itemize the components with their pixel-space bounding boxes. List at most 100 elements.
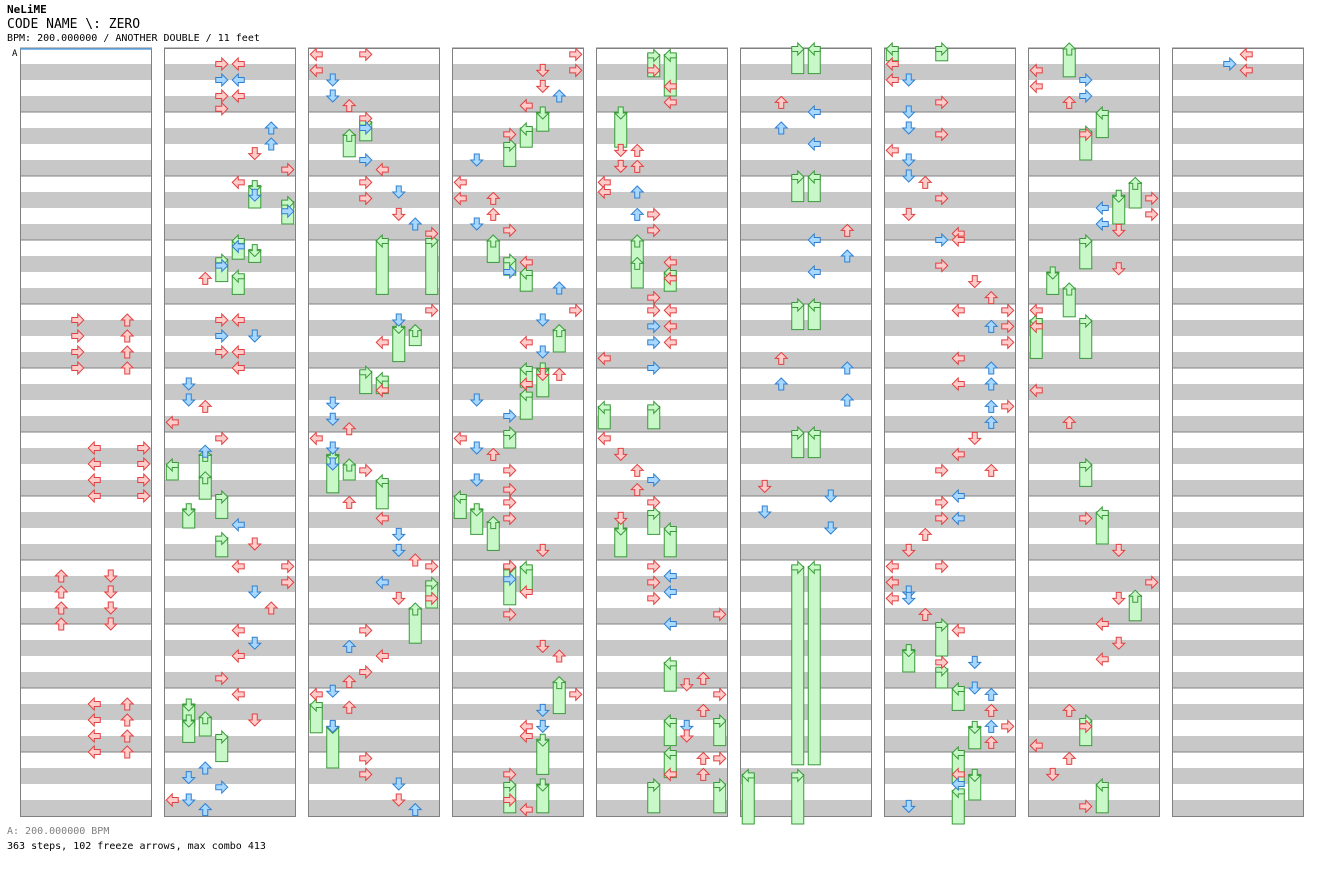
red-arrow-icon (935, 511, 949, 526)
measure-stripe (596, 336, 728, 352)
measure-stripe (596, 480, 728, 496)
measure-stripe (20, 560, 152, 576)
red-arrow-icon (137, 440, 151, 456)
blue-arrow-icon (408, 217, 423, 231)
freeze-arrow-icon (663, 713, 677, 747)
measure-stripe (164, 800, 296, 816)
measure-stripe (884, 256, 1016, 272)
red-arrow-icon (984, 463, 999, 477)
measure-stripe (308, 432, 440, 448)
red-arrow-icon (935, 95, 949, 110)
measure-stripe (884, 704, 1016, 720)
blue-arrow-icon (901, 169, 916, 183)
freeze-head (425, 576, 439, 591)
measure-stripe (164, 560, 296, 576)
blue-arrow-icon (807, 136, 821, 152)
red-arrow-icon (247, 537, 262, 551)
blue-arrow-icon (391, 185, 406, 199)
measure-stripe (1172, 768, 1304, 784)
measure-stripe (1172, 640, 1304, 656)
freeze-arrow-icon (935, 617, 949, 657)
measure-stripe (740, 512, 872, 528)
measure-stripe (596, 512, 728, 528)
measure-stripe (308, 512, 440, 528)
measure-stripe (452, 448, 584, 464)
measure-stripe (308, 96, 440, 112)
measure-stripe (740, 464, 872, 480)
red-arrow-icon (1079, 511, 1093, 526)
blue-arrow-icon (1079, 72, 1093, 88)
red-arrow-icon (1001, 399, 1015, 414)
measure-stripe (308, 592, 440, 608)
freeze-head (951, 745, 965, 761)
freeze-head (967, 768, 982, 783)
measure-stripe (740, 304, 872, 320)
freeze-arrow-icon (215, 531, 229, 558)
measure-stripe (1028, 144, 1160, 160)
freeze-head (342, 458, 357, 472)
measure-stripe (20, 416, 152, 432)
freeze-arrow-icon (663, 521, 677, 558)
measure-stripe (452, 480, 584, 496)
freeze-arrow-icon (231, 268, 245, 295)
measure-stripe (308, 144, 440, 160)
red-arrow-icon (231, 623, 245, 638)
measure-stripe (1028, 352, 1160, 368)
red-arrow-icon (757, 479, 772, 494)
freeze-arrow-icon (519, 560, 533, 593)
blue-arrow-icon (325, 441, 340, 455)
red-arrow-icon (425, 303, 439, 318)
measure-stripe (740, 400, 872, 416)
freeze-arrow-icon (713, 713, 727, 747)
freeze-arrow-icon (647, 505, 661, 535)
red-arrow-icon (552, 367, 567, 381)
measure-stripe (308, 720, 440, 736)
measure-stripe (1028, 48, 1160, 64)
freeze-head (181, 714, 196, 728)
red-arrow-icon (231, 344, 245, 360)
measure-stripe (596, 112, 728, 128)
blue-arrow-icon (663, 584, 677, 600)
red-arrow-icon (1062, 703, 1077, 717)
measure-stripe (164, 448, 296, 464)
red-arrow-icon (630, 463, 645, 477)
blue-arrow-icon (325, 684, 340, 698)
red-arrow-icon (840, 223, 855, 237)
red-arrow-icon (935, 655, 949, 670)
red-arrow-icon (281, 559, 295, 574)
measure-stripe (884, 496, 1016, 512)
red-arrow-icon (647, 591, 661, 606)
red-arrow-icon (198, 271, 213, 285)
red-arrow-icon (696, 751, 711, 765)
freeze-head (663, 713, 677, 729)
blue-arrow-icon (647, 319, 661, 334)
red-arrow-icon (713, 607, 727, 622)
blue-arrow-icon (840, 393, 855, 407)
blue-arrow-icon (247, 329, 262, 343)
measure-stripe (20, 608, 152, 624)
red-arrow-icon (503, 559, 517, 574)
measure-stripe (20, 96, 152, 112)
blue-arrow-icon (264, 137, 279, 151)
chart-column (1028, 47, 1160, 817)
freeze-head (713, 713, 727, 729)
measure-stripe (884, 304, 1016, 320)
red-arrow-icon (519, 584, 533, 600)
freeze-head (215, 531, 229, 546)
measure-stripe (164, 624, 296, 640)
measure-stripe (884, 672, 1016, 688)
measure-stripe (596, 400, 728, 416)
red-arrow-icon (647, 495, 661, 510)
measure-stripe (884, 176, 1016, 192)
measure-stripe (1172, 368, 1304, 384)
freeze-arrow-icon (951, 784, 965, 825)
red-arrow-icon (1029, 383, 1043, 398)
measure-stripe (884, 752, 1016, 768)
red-arrow-icon (408, 553, 423, 567)
freeze-arrow-icon (552, 323, 567, 353)
blue-arrow-icon (1095, 200, 1109, 216)
measure-stripe (164, 432, 296, 448)
measure-stripe (1028, 208, 1160, 224)
red-arrow-icon (1001, 719, 1015, 734)
freeze-arrow-icon (791, 425, 805, 459)
